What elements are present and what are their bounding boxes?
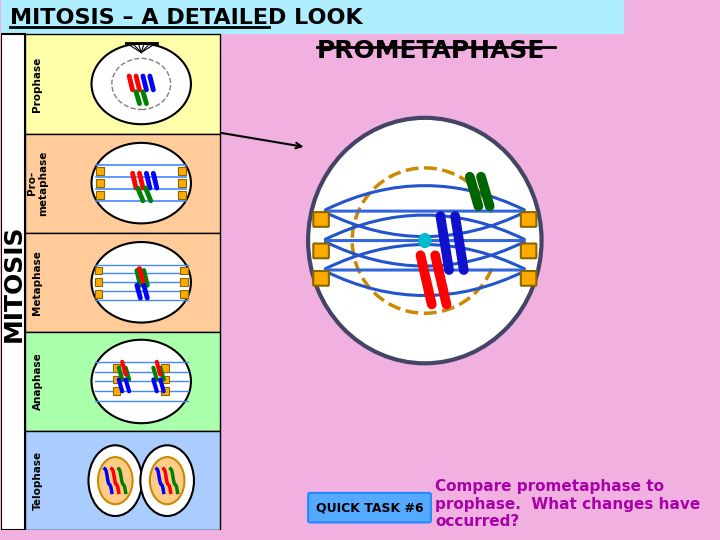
Circle shape (419, 234, 431, 247)
FancyBboxPatch shape (161, 364, 169, 372)
Text: MITOSIS: MITOSIS (1, 224, 25, 341)
FancyBboxPatch shape (113, 364, 120, 372)
Ellipse shape (308, 118, 541, 363)
Text: Prophase: Prophase (32, 56, 42, 112)
FancyBboxPatch shape (96, 179, 104, 187)
FancyBboxPatch shape (180, 267, 188, 274)
Ellipse shape (91, 44, 191, 124)
FancyBboxPatch shape (94, 290, 102, 298)
FancyBboxPatch shape (1, 35, 25, 530)
FancyBboxPatch shape (113, 387, 120, 395)
Text: Anaphase: Anaphase (32, 353, 42, 410)
FancyBboxPatch shape (161, 387, 169, 395)
FancyBboxPatch shape (25, 332, 220, 431)
Ellipse shape (91, 340, 191, 423)
FancyBboxPatch shape (94, 279, 102, 286)
FancyBboxPatch shape (308, 493, 431, 522)
FancyBboxPatch shape (179, 191, 186, 199)
FancyBboxPatch shape (179, 167, 186, 176)
Text: PROMETAPHASE: PROMETAPHASE (317, 39, 545, 63)
Ellipse shape (150, 457, 184, 504)
FancyBboxPatch shape (94, 267, 102, 274)
FancyBboxPatch shape (521, 244, 536, 258)
FancyBboxPatch shape (161, 376, 169, 383)
Ellipse shape (140, 446, 194, 516)
Text: Pro-
metaphase: Pro- metaphase (27, 151, 48, 216)
Ellipse shape (98, 457, 132, 504)
Ellipse shape (89, 446, 142, 516)
FancyBboxPatch shape (521, 212, 536, 227)
Text: Metaphase: Metaphase (32, 250, 42, 315)
FancyBboxPatch shape (25, 233, 220, 332)
FancyBboxPatch shape (25, 133, 220, 233)
FancyBboxPatch shape (180, 290, 188, 298)
Ellipse shape (91, 242, 191, 322)
Text: Compare prometaphase to
prophase.  What changes have
occurred?: Compare prometaphase to prophase. What c… (435, 479, 701, 529)
FancyBboxPatch shape (1, 0, 624, 35)
Text: Telophase: Telophase (32, 451, 42, 510)
Text: QUICK TASK #6: QUICK TASK #6 (315, 501, 423, 514)
FancyBboxPatch shape (25, 431, 220, 530)
FancyBboxPatch shape (313, 212, 329, 227)
FancyBboxPatch shape (179, 179, 186, 187)
FancyBboxPatch shape (96, 191, 104, 199)
FancyBboxPatch shape (180, 279, 188, 286)
FancyBboxPatch shape (25, 35, 220, 133)
FancyBboxPatch shape (96, 167, 104, 176)
Ellipse shape (91, 143, 191, 224)
FancyBboxPatch shape (313, 244, 329, 258)
FancyBboxPatch shape (521, 271, 536, 286)
FancyBboxPatch shape (113, 376, 120, 383)
Text: MITOSIS – A DETAILED LOOK: MITOSIS – A DETAILED LOOK (10, 8, 362, 28)
FancyBboxPatch shape (313, 271, 329, 286)
